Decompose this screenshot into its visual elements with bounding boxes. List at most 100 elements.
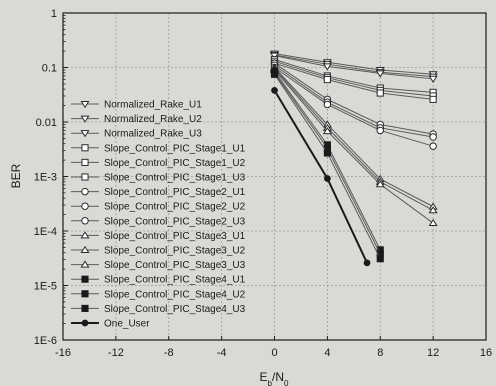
series-Slope_Control_PIC_Stage4_U3 (270, 70, 384, 263)
x-tick-label: 8 (377, 347, 383, 359)
legend-label: Slope_Control_PIC_Stage2_U3 (104, 216, 246, 227)
data-point (80, 260, 90, 268)
data-point (80, 245, 90, 254)
series-line (274, 60, 434, 97)
data-point (323, 149, 331, 157)
y-tick-label: 1E-4 (34, 226, 57, 238)
legend-entry: Slope_Control_PIC_Stage4_U2 (71, 289, 246, 300)
data-point (376, 126, 384, 135)
data-point (323, 175, 331, 182)
y-axis-title: BER (9, 163, 23, 188)
series-line (274, 54, 434, 78)
legend-entry: Slope_Control_PIC_Stage1_U1 (71, 143, 246, 154)
series-One_User (271, 87, 371, 267)
data-point (322, 126, 332, 135)
data-point (81, 187, 89, 196)
x-tick-label: -4 (217, 347, 227, 359)
data-point (80, 231, 90, 239)
data-point (81, 217, 89, 225)
data-point (81, 304, 89, 312)
legend-label: Slope_Control_PIC_Stage3_U1 (104, 231, 246, 242)
legend-entry: Slope_Control_PIC_Stage2_U3 (71, 216, 246, 227)
legend-label: Slope_Control_PIC_Stage3_U2 (104, 246, 246, 257)
data-point (376, 89, 384, 97)
data-point (81, 144, 89, 152)
data-point (81, 275, 89, 283)
legend-label: Slope_Control_PIC_Stage4_U2 (104, 289, 246, 300)
series-line (274, 59, 434, 93)
legend-entry: Normalized_Rake_U2 (71, 114, 202, 125)
legend-label: Slope_Control_PIC_Stage1_U2 (104, 158, 246, 169)
legend-entry: Slope_Control_PIC_Stage1_U3 (71, 173, 246, 184)
data-point (81, 319, 89, 327)
x-axis-title-main: E (260, 370, 268, 384)
x-tick-label: 16 (480, 347, 492, 359)
series-line (274, 55, 434, 80)
data-point (80, 100, 90, 109)
y-tick-label: 1E-6 (34, 335, 57, 347)
series-line (274, 62, 434, 135)
legend-label: Slope_Control_PIC_Stage4_U1 (104, 275, 246, 286)
data-point (323, 100, 332, 109)
x-tick-label: 4 (324, 347, 330, 359)
data-point (429, 142, 437, 150)
data-point (429, 95, 437, 103)
data-series (269, 50, 438, 267)
data-point (323, 76, 331, 84)
legend-entry: Normalized_Rake_U1 (71, 100, 202, 111)
legend-label: Slope_Control_PIC_Stage3_U3 (104, 260, 246, 271)
legend-entry: Slope_Control_PIC_Stage3_U2 (71, 246, 246, 257)
x-tick-label: -16 (55, 347, 71, 359)
series-line (274, 64, 434, 138)
data-point (81, 202, 89, 210)
data-point (80, 130, 90, 138)
x-axis-title-sub-b: b (268, 379, 273, 386)
data-point (428, 218, 438, 227)
series-line (274, 67, 434, 208)
y-tick-label: 0.1 (42, 63, 57, 75)
axis-ticks: -16 -12 -8 -4 0 4 8 12 16 1 0.1 0.01 1E-3 1E-4 1E-5 1E-… (34, 8, 492, 359)
x-axis-title: Eb/N0 (260, 370, 289, 386)
y-tick-label: 1E-3 (34, 172, 57, 184)
legend-entry: Slope_Control_PIC_Stage4_U1 (71, 275, 246, 286)
legend-label: Normalized_Rake_U3 (104, 129, 202, 140)
x-axis-title-sub-0: 0 (284, 379, 289, 386)
legend-entry: Slope_Control_PIC_Stage2_U1 (71, 187, 246, 198)
legend-label: Slope_Control_PIC_Stage4_U3 (104, 304, 246, 315)
series-line (274, 68, 434, 211)
data-point (428, 206, 438, 214)
legend-label: One_User (104, 319, 150, 330)
y-tick-label: 1 (51, 8, 57, 20)
series-line (274, 62, 434, 100)
legend-entry: One_User (71, 319, 150, 330)
legend-label: Slope_Control_PIC_Stage2_U1 (104, 187, 246, 198)
legend-entry: Slope_Control_PIC_Stage2_U2 (71, 202, 246, 213)
legend-entry: Slope_Control_PIC_Stage3_U3 (71, 260, 246, 271)
legend-label: Slope_Control_PIC_Stage1_U1 (104, 143, 246, 154)
data-point (271, 87, 278, 94)
legend-entry: Slope_Control_PIC_Stage4_U3 (71, 304, 246, 315)
x-tick-label: -8 (164, 347, 174, 359)
legend-label: Slope_Control_PIC_Stage2_U2 (104, 202, 246, 213)
data-point (270, 70, 279, 78)
y-tick-label: 0.01 (36, 117, 57, 129)
legend-entry: Slope_Control_PIC_Stage1_U2 (71, 158, 246, 169)
y-tick-label: 1E-5 (34, 281, 57, 293)
series-line (274, 69, 434, 224)
data-point (322, 63, 332, 71)
x-tick-label: 0 (271, 347, 277, 359)
gridlines (63, 13, 486, 340)
x-axis-title-sep: /N (272, 370, 284, 384)
data-point (429, 133, 437, 141)
legend: Normalized_Rake_U1 Normalized_Rake_U2 Norm… (71, 100, 246, 330)
data-point (375, 180, 385, 188)
data-point (81, 290, 89, 298)
x-tick-label: 12 (427, 347, 439, 359)
legend-label: Normalized_Rake_U1 (104, 100, 202, 111)
data-point (81, 173, 89, 181)
series-line (274, 67, 434, 147)
legend-label: Normalized_Rake_U2 (104, 114, 202, 125)
data-point (376, 255, 384, 263)
